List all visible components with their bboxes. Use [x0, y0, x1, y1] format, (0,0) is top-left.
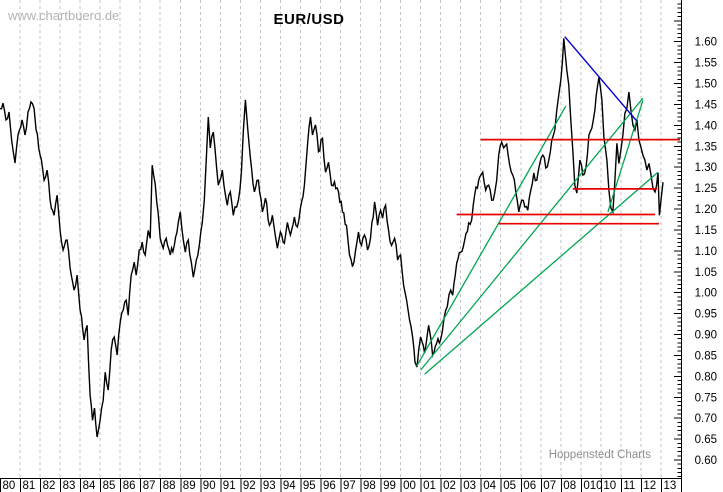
y-axis-label: 1.35: [695, 141, 717, 153]
x-axis-label: 12: [643, 480, 656, 492]
axes-and-ticks: [0, 0, 682, 492]
x-axis-label: 81: [23, 480, 36, 492]
x-axis-label: 05: [503, 480, 516, 492]
x-axis-label: 13: [664, 480, 677, 492]
y-axis-label: 1.00: [695, 288, 717, 300]
hoppenstedt-branding: Hoppenstedt Charts: [549, 449, 652, 461]
x-axis-label: 86: [123, 480, 136, 492]
y-axis-label: 1.25: [695, 183, 717, 195]
y-axis-label: 1.55: [695, 58, 717, 70]
x-axis-label: 11: [623, 480, 635, 492]
y-axis-label: 1.30: [695, 162, 717, 174]
x-axis-label: 83: [63, 480, 76, 492]
x-axis-label: 06: [523, 480, 536, 492]
blue-downtrend-line: [564, 36, 638, 122]
y-axis-label: 0.70: [695, 413, 717, 425]
y-axis-label: 0.95: [695, 309, 717, 321]
x-axis-label: 03: [463, 480, 476, 492]
year-gridlines: [19, 0, 662, 478]
x-axis-label: 010: [583, 480, 602, 492]
y-axis-label: 1.20: [695, 204, 717, 216]
green-uptrend-line: [420, 97, 644, 371]
y-axis-label: 0.80: [695, 371, 717, 383]
x-axis-label: 01: [423, 480, 436, 492]
y-axis-label: 1.40: [695, 120, 717, 132]
x-axis-label: 99: [383, 480, 396, 492]
trendline-layer: [416, 36, 680, 375]
x-axis-label: 00: [403, 480, 416, 492]
y-axis-label: 1.10: [695, 246, 717, 258]
x-axis-label: 02: [443, 480, 456, 492]
x-axis-label: 07: [543, 480, 556, 492]
x-axis-label: 04: [483, 480, 496, 492]
chart-title: EUR/USD: [273, 11, 344, 28]
x-axis-label: 93: [263, 480, 276, 492]
x-axis-label: 96: [323, 480, 336, 492]
x-axis-label: 98: [363, 480, 376, 492]
y-axis-label: 0.65: [695, 434, 717, 446]
x-axis-label: 89: [183, 480, 196, 492]
y-axis-label: 1.15: [695, 225, 717, 237]
x-axis-label: 88: [163, 480, 176, 492]
x-axis-label: 92: [243, 480, 256, 492]
x-axis-label: 08: [563, 480, 576, 492]
y-axis-label: 1.50: [695, 79, 717, 91]
x-axis-label: 94: [283, 480, 296, 492]
x-axis-label: 85: [103, 480, 116, 492]
x-axis-label: 95: [303, 480, 316, 492]
eurusd-price-line: [0, 38, 664, 438]
y-axis-label: 1.05: [695, 267, 717, 279]
y-axis-label: 0.75: [695, 392, 717, 404]
x-axis-label: 90: [203, 480, 216, 492]
price-series-layer: [0, 38, 664, 438]
x-axis-label: 82: [43, 480, 56, 492]
y-axis-label: 1.45: [695, 99, 717, 111]
green-uptrend-line: [607, 100, 644, 213]
green-uptrend-line: [424, 171, 659, 375]
y-axis-label: 0.85: [695, 350, 717, 362]
green-uptrend-line: [416, 105, 567, 367]
x-axis-label: 80: [3, 480, 16, 492]
chartbuero-watermark: www.chartbuero.de: [7, 8, 119, 23]
x-axis-label: 87: [143, 480, 156, 492]
x-axis-label: 10: [603, 480, 616, 492]
y-axis-label: 0.60: [695, 455, 717, 467]
axis-labels: 0.60 0.65 0.70 0.75 0.80 0.85 0.90 0.95 1.00 1.05…: [3, 37, 718, 492]
y-axis-label: 1.60: [695, 37, 717, 49]
y-axis-label: 0.90: [695, 330, 717, 342]
x-axis-label: 97: [343, 480, 356, 492]
x-axis-label: 91: [223, 480, 236, 492]
x-axis-label: 84: [83, 480, 96, 492]
